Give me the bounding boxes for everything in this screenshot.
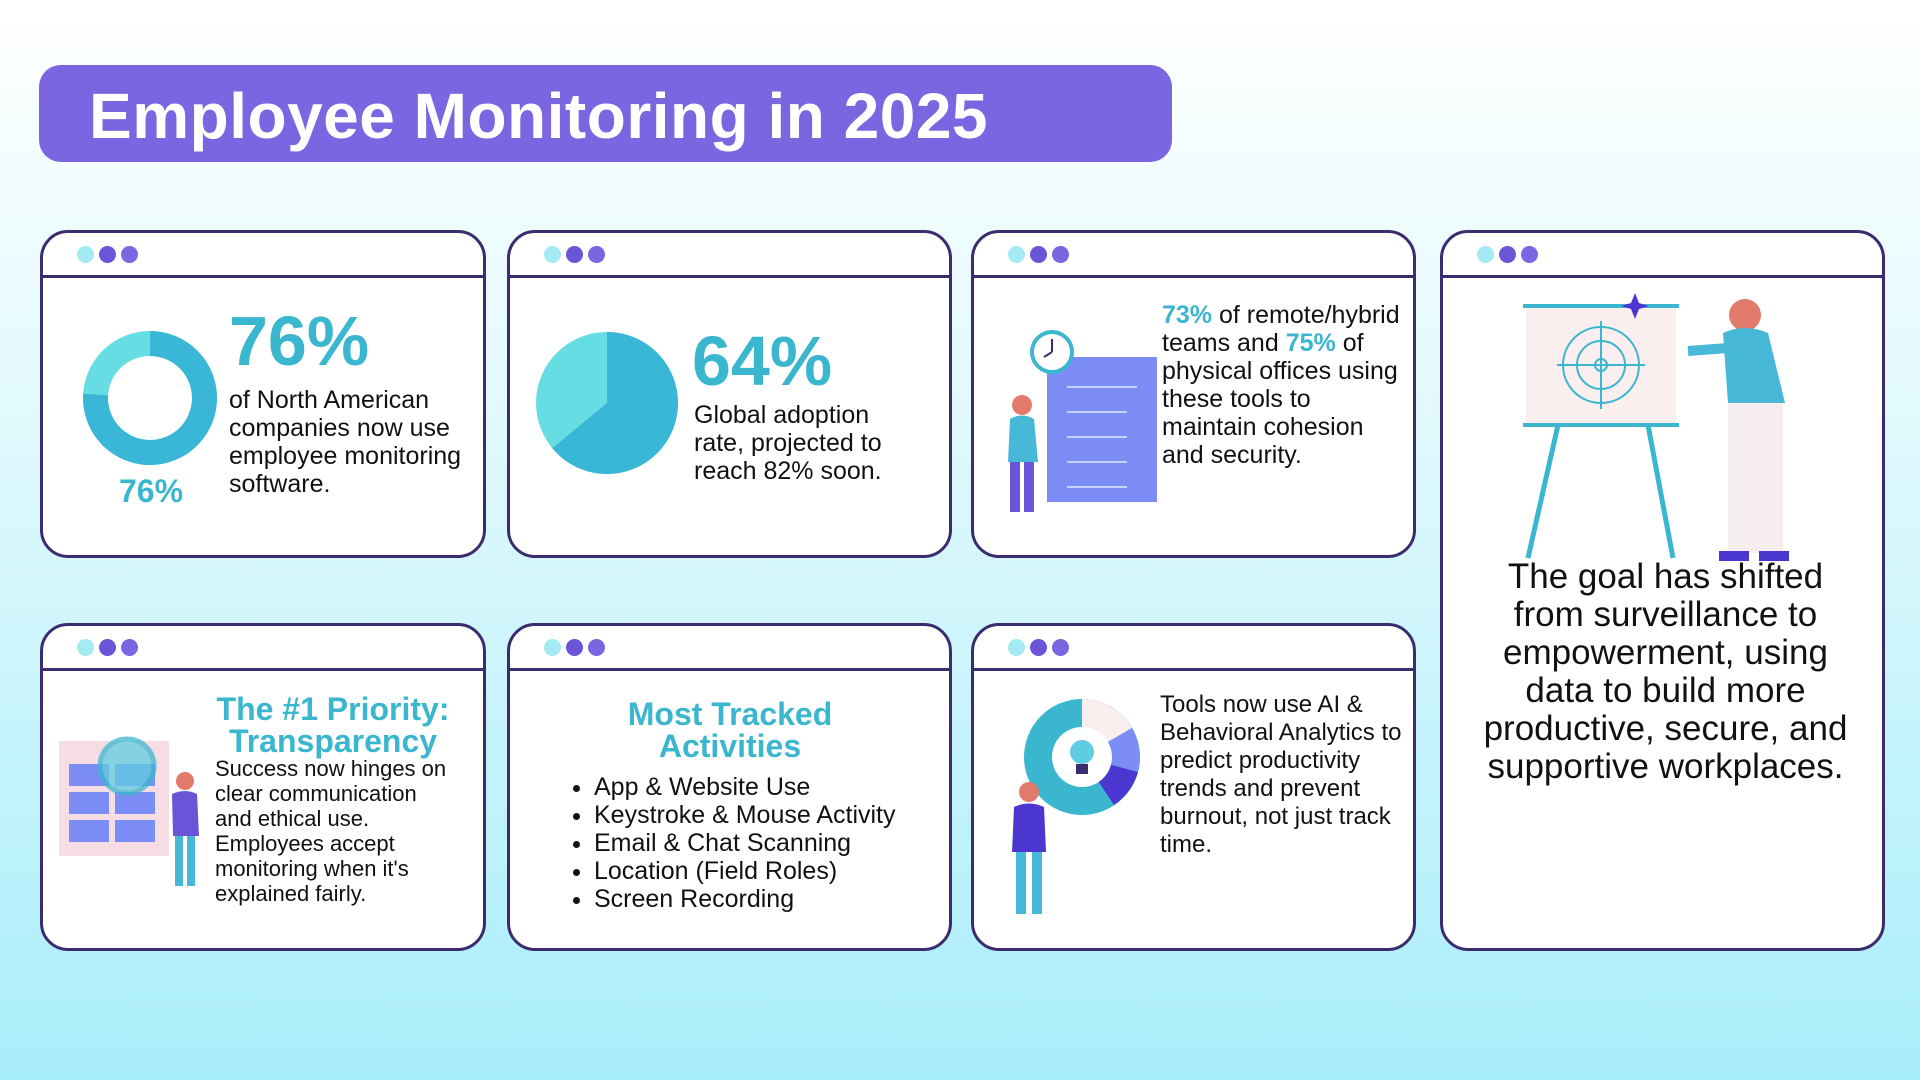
dot: [121, 639, 138, 656]
card-header: [1443, 233, 1882, 278]
text-part: of remote/hybrid teams and: [1162, 301, 1400, 357]
donut-chart: [82, 331, 217, 465]
dot: [1477, 246, 1494, 263]
dot: [566, 246, 583, 263]
card: The #1 Priority: Transparency Success no…: [40, 623, 486, 951]
window-illustration: [59, 736, 199, 886]
person-head: [1729, 299, 1761, 331]
card-text: Tools now use AI & Behavioral Analytics …: [1160, 691, 1402, 858]
card-text: of North American companies now use empl…: [229, 386, 462, 498]
card-text: 73% of remote/hybrid teams and 75% of ph…: [1162, 301, 1402, 469]
card-header: [974, 626, 1413, 671]
checklist-illustration: [1008, 330, 1157, 512]
donut-arc: [82, 331, 217, 465]
list-item: App & Website Use: [594, 773, 896, 801]
dot: [99, 639, 116, 656]
card-heading: Most Tracked Activities: [627, 696, 833, 764]
magnifier: [97, 736, 157, 796]
card: Tools now use AI & Behavioral Analytics …: [971, 623, 1416, 951]
ai-illustration: [1012, 699, 1140, 914]
dot: [1052, 246, 1069, 263]
card-header: [510, 233, 949, 278]
card-heading: The #1 Priority: Transparency: [216, 691, 450, 759]
highlight: 73%: [1162, 301, 1213, 329]
pie-slice: [552, 332, 678, 474]
target: [1557, 321, 1645, 409]
dot: [544, 246, 561, 263]
pie-chart: [536, 332, 678, 474]
dot: [77, 639, 94, 656]
person-head: [1012, 395, 1032, 415]
dot: [544, 639, 561, 656]
card: 76% 76% of North American companies now …: [40, 230, 486, 558]
dot: [1030, 246, 1047, 263]
list-item: Keystroke & Mouse Activity: [594, 801, 896, 829]
card: 73% of remote/hybrid teams and 75% of ph…: [971, 230, 1416, 558]
donut-label: 76%: [119, 473, 184, 509]
sparkle: [1621, 293, 1649, 319]
text-part: of physical offices using these tools to…: [1162, 329, 1398, 469]
dot: [1008, 639, 1025, 656]
checklist-lines: [1067, 386, 1137, 488]
stat: 64%: [692, 322, 833, 400]
card-text: The goal has shifted from surveillance t…: [1483, 557, 1848, 786]
dot: [121, 246, 138, 263]
card-header: [974, 233, 1413, 278]
dot: [1030, 639, 1047, 656]
list-item: Location (Field Roles): [594, 857, 896, 885]
stat: 76%: [229, 302, 370, 380]
dot: [566, 639, 583, 656]
person-body: [1723, 328, 1785, 403]
highlight: 75%: [1285, 329, 1336, 357]
easel-illustration: [1523, 293, 1789, 561]
card-text: Global adoption rate, projected to reach…: [694, 401, 882, 485]
dot: [1052, 639, 1069, 656]
list-item: Screen Recording: [594, 885, 896, 913]
title: Employee Monitoring in 2025: [89, 80, 988, 152]
person-legs: [1728, 403, 1783, 553]
dot: [1521, 246, 1538, 263]
card-header: [43, 233, 483, 278]
title-bar: Employee Monitoring in 2025: [39, 65, 1172, 162]
dot: [588, 246, 605, 263]
dot: [588, 639, 605, 656]
card-text: Success now hinges on clear communicatio…: [215, 756, 447, 906]
dot: [99, 246, 116, 263]
activity-list: App & Website Use Keystroke & Mouse Acti…: [566, 773, 896, 913]
card: The goal has shifted from surveillance t…: [1440, 230, 1885, 951]
card: 64% Global adoption rate, projected to r…: [507, 230, 952, 558]
dot: [1008, 246, 1025, 263]
card-header: [43, 626, 483, 671]
card-header: [510, 626, 949, 671]
card: Most Tracked Activities App & Website Us…: [507, 623, 952, 951]
clipboard: [1047, 357, 1157, 502]
list-item: Email & Chat Scanning: [594, 829, 896, 857]
dot: [1499, 246, 1516, 263]
person-body: [1008, 415, 1038, 462]
dot: [77, 246, 94, 263]
